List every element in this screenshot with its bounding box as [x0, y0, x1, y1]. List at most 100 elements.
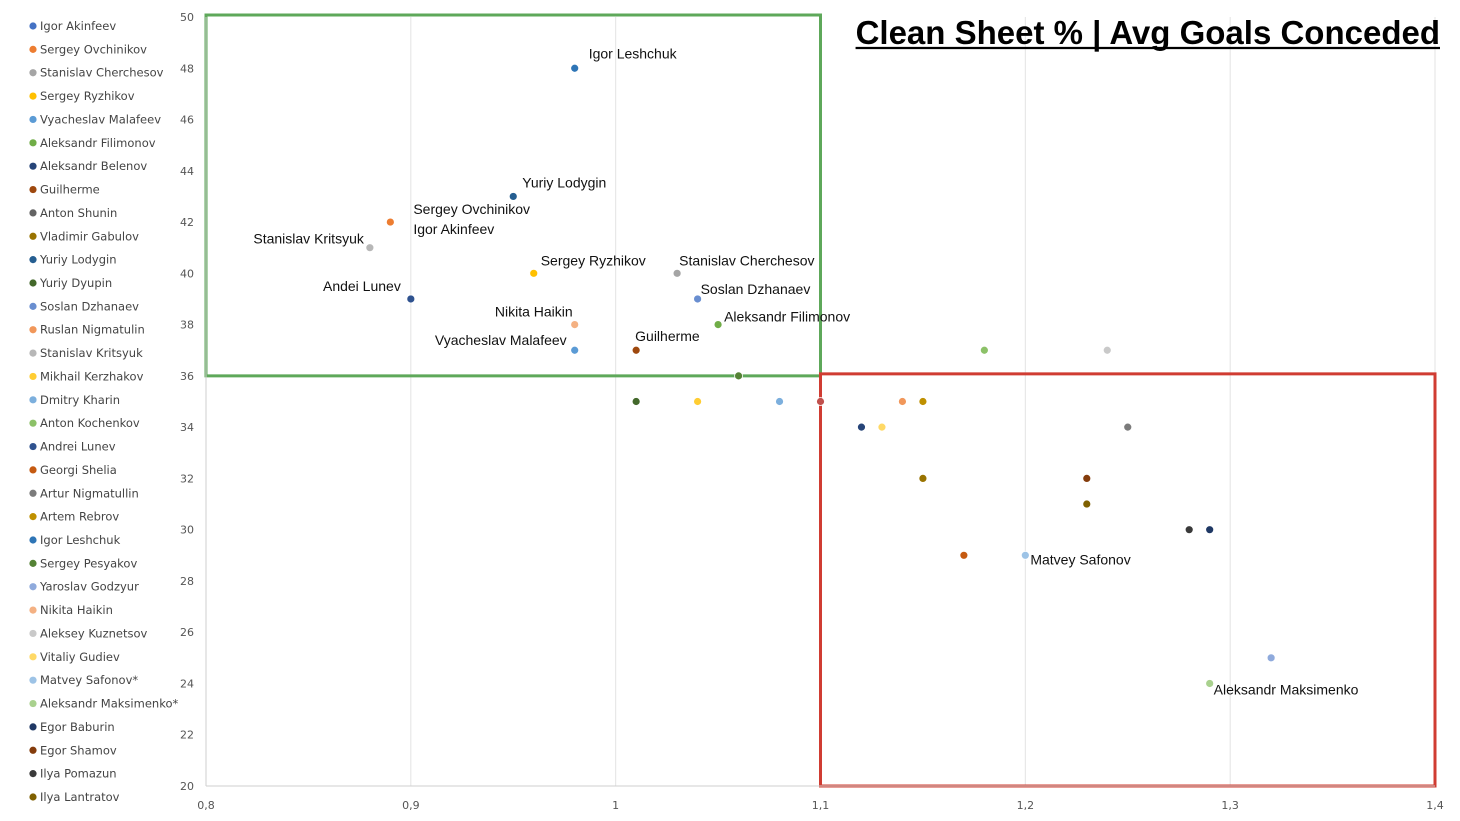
- point-label: Nikita Haikin: [495, 304, 573, 320]
- scatter-point: [1184, 525, 1194, 535]
- scatter-point: [816, 397, 825, 406]
- scatter-point: [775, 397, 784, 406]
- legend-marker: [29, 139, 37, 147]
- x-tick-label: 0,9: [402, 799, 420, 812]
- legend-label: Stanislav Kritsyuk: [40, 346, 143, 360]
- legend-label: Sergey Ryzhikov: [40, 89, 135, 103]
- x-tick-label: 1,3: [1221, 799, 1239, 812]
- scatter-point: [570, 320, 580, 330]
- point-label: Vyacheslav Malafeev: [435, 332, 567, 348]
- scatter-point: [959, 550, 969, 560]
- legend-label: Artur Nigmatullin: [40, 486, 139, 500]
- legend-label: Anton Shunin: [40, 206, 117, 220]
- legend-label: Aleksey Kuznetsov: [40, 626, 148, 640]
- point-label: Andei Lunev: [323, 278, 401, 294]
- scatter-point: [1266, 653, 1276, 663]
- legend-label: Georgi Shelia: [40, 463, 117, 477]
- legend-label: Ilya Lantratov: [40, 790, 120, 804]
- legend-marker: [29, 559, 37, 567]
- legend: Igor Akinfeev Sergey Ovchinikov Stanislav …: [29, 19, 178, 804]
- legend-marker: [29, 770, 37, 778]
- legend-label: Sergey Ovchinikov: [40, 42, 147, 56]
- legend-label: Matvey Safonov*: [40, 673, 138, 687]
- legend-label: Ilya Pomazun: [40, 767, 117, 781]
- legend-label: Artem Rebrov: [40, 510, 119, 524]
- point-label: Stanislav Cherchesov: [679, 252, 814, 268]
- legend-marker: [29, 419, 37, 427]
- scatter-point: [570, 345, 580, 355]
- legend-label: Aleksandr Filimonov: [40, 136, 156, 150]
- chart-title: Clean Sheet % | Avg Goals Conceded: [856, 14, 1440, 51]
- x-tick-label: 0,8: [197, 799, 215, 812]
- scatter-point: [365, 243, 375, 253]
- scatter-point: [1082, 499, 1092, 509]
- y-tick-label: 22: [180, 729, 194, 742]
- scatter-point: [877, 422, 887, 432]
- y-tick-label: 28: [180, 575, 194, 588]
- legend-marker: [29, 513, 37, 521]
- scatter-point: [1123, 422, 1133, 432]
- legend-label: Vyacheslav Malafeev: [40, 112, 161, 126]
- point-label: Igor Akinfeev: [413, 221, 494, 237]
- axes: 0,8 0,9 1 1,1 1,2 1,3 1,4 20 22 24 26 28 30 32 34 36 38 4…: [180, 11, 1444, 812]
- y-tick-label: 46: [180, 114, 194, 127]
- legend-marker: [29, 489, 37, 497]
- point-label: Aleksandr Maksimenko: [1214, 681, 1359, 697]
- y-tick-label: 42: [180, 216, 194, 229]
- legend-marker: [29, 372, 37, 381]
- x-tick-label: 1,2: [1017, 799, 1035, 812]
- legend-marker: [29, 746, 37, 754]
- legend-label: Mikhail Kerzhakov: [40, 369, 144, 383]
- legend-label: Stanislav Cherchesov: [40, 66, 164, 80]
- point-label: Matvey Safonov: [1030, 551, 1130, 567]
- legend-marker: [29, 349, 37, 357]
- legend-marker: [29, 699, 37, 708]
- point-label: Yuriy Lodygin: [522, 174, 606, 190]
- y-tick-label: 30: [180, 524, 194, 537]
- point-label: Sergey Ovchinikov: [413, 201, 530, 217]
- x-tick-label: 1,1: [812, 799, 830, 812]
- scatter-point: [857, 422, 866, 432]
- data-points: [365, 63, 1276, 688]
- y-tick-label: 48: [180, 62, 194, 75]
- point-label: Aleksandr Filimonov: [724, 309, 850, 325]
- scatter-point: [713, 320, 723, 330]
- scatter-point: [693, 397, 702, 406]
- legend-label: Yuriy Dyupin: [39, 276, 112, 290]
- legend-marker: [29, 466, 37, 474]
- legend-label: Nikita Haikin: [40, 603, 113, 617]
- scatter-point: [693, 294, 702, 304]
- legend-marker: [29, 676, 37, 684]
- legend-label: Yuriy Lodygin: [39, 253, 117, 267]
- legend-marker: [29, 536, 37, 544]
- legend-label: Andrei Lunev: [40, 440, 116, 454]
- legend-label: Aleksandr Maksimenko*: [40, 697, 178, 711]
- y-tick-label: 40: [180, 267, 194, 280]
- y-tick-label: 44: [180, 165, 194, 178]
- y-tick-label: 24: [180, 677, 194, 690]
- scatter-point: [631, 397, 641, 406]
- scatter-point: [385, 217, 395, 227]
- legend-label: Anton Kochenkov: [40, 416, 140, 430]
- legend-marker: [29, 256, 37, 264]
- y-tick-label: 32: [180, 472, 194, 485]
- scatter-point: [631, 345, 641, 355]
- scatter-point: [672, 268, 682, 278]
- legend-label: Soslan Dzhanaev: [40, 299, 139, 313]
- legend-marker: [29, 653, 37, 661]
- legend-marker: [29, 793, 37, 801]
- chart-title-group: Clean Sheet % | Avg Goals Conceded: [855, 14, 1440, 51]
- scatter-point: [1205, 679, 1215, 688]
- legend-marker: [29, 185, 37, 194]
- point-label: Guilherme: [635, 328, 700, 344]
- legend-label: Guilherme: [40, 183, 100, 197]
- y-tick-label: 36: [180, 370, 194, 383]
- legend-marker: [29, 302, 37, 310]
- legend-label: Igor Leshchuk: [40, 533, 121, 547]
- legend-marker: [29, 442, 37, 451]
- point-annotations: Igor Leshchuk Yuriy Lodygin Sergey Ovchini…: [253, 45, 1358, 697]
- legend-marker: [29, 326, 37, 334]
- region-box: [819, 372, 1437, 788]
- legend-marker: [29, 583, 37, 591]
